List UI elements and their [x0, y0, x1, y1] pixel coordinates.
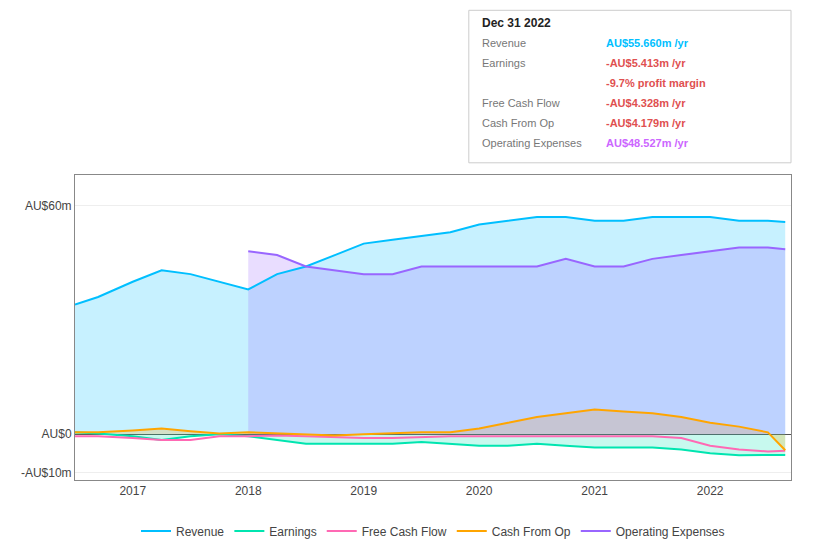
svg-text:Revenue: Revenue	[176, 525, 224, 539]
svg-text:Earnings: Earnings	[482, 57, 526, 69]
svg-text:2018: 2018	[235, 484, 262, 498]
svg-text:Earnings: Earnings	[269, 525, 316, 539]
svg-text:AU$0: AU$0	[42, 427, 72, 441]
svg-text:Cash From Op: Cash From Op	[492, 525, 571, 539]
svg-text:Free Cash Flow: Free Cash Flow	[482, 97, 560, 109]
svg-text:Operating Expenses: Operating Expenses	[482, 137, 582, 149]
svg-text:Cash From Op: Cash From Op	[482, 117, 554, 129]
svg-text:-AU$4.179m /yr: -AU$4.179m /yr	[606, 117, 686, 129]
svg-text:2021: 2021	[581, 484, 608, 498]
svg-text:-9.7% profit margin: -9.7% profit margin	[606, 77, 706, 89]
svg-text:AU$55.660m /yr: AU$55.660m /yr	[606, 37, 689, 49]
svg-text:2020: 2020	[466, 484, 493, 498]
svg-text:2019: 2019	[350, 484, 377, 498]
svg-text:-AU$5.413m /yr: -AU$5.413m /yr	[606, 57, 686, 69]
svg-text:Free Cash Flow: Free Cash Flow	[362, 525, 447, 539]
svg-text:-AU$4.328m /yr: -AU$4.328m /yr	[606, 97, 686, 109]
svg-text:Operating Expenses: Operating Expenses	[616, 525, 725, 539]
svg-text:2022: 2022	[697, 484, 724, 498]
svg-text:Dec 31 2022: Dec 31 2022	[482, 16, 551, 30]
svg-text:-AU$10m: -AU$10m	[21, 466, 72, 480]
svg-text:Revenue: Revenue	[482, 37, 526, 49]
svg-text:AU$48.527m /yr: AU$48.527m /yr	[606, 137, 689, 149]
svg-text:AU$60m: AU$60m	[25, 199, 72, 213]
svg-text:2017: 2017	[119, 484, 146, 498]
